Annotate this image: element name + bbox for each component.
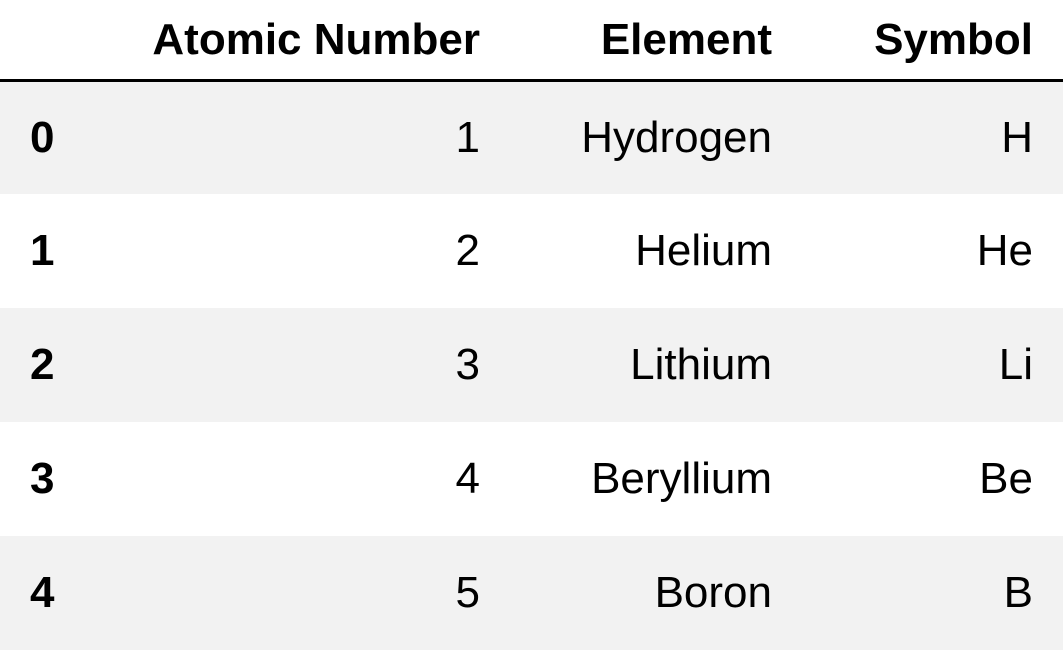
atomic-number-cell: 1 bbox=[455, 112, 480, 162]
table-row: 1 2 Helium He bbox=[0, 194, 1063, 308]
atomic-number-cell: 4 bbox=[455, 454, 480, 503]
element-cell: Helium bbox=[635, 226, 772, 275]
row-index: 4 bbox=[30, 568, 55, 617]
table-body: 0 1 Hydrogen H 1 2 Helium He 2 3 Lithium… bbox=[0, 80, 1063, 650]
header-row: Atomic Number Element Symbol bbox=[0, 0, 1063, 82]
element-cell: Boron bbox=[654, 568, 772, 617]
row-index: 1 bbox=[30, 226, 55, 275]
symbol-cell: Li bbox=[998, 340, 1033, 389]
element-cell: Lithium bbox=[630, 340, 772, 389]
symbol-cell: He bbox=[976, 226, 1033, 275]
table-row: 3 4 Beryllium Be bbox=[0, 422, 1063, 536]
element-cell: Hydrogen bbox=[581, 112, 772, 162]
column-header-symbol: Symbol bbox=[802, 0, 1063, 82]
atomic-number-cell: 3 bbox=[455, 340, 480, 389]
symbol-cell: H bbox=[1001, 112, 1033, 162]
column-header-atomic-number: Atomic Number bbox=[110, 0, 510, 82]
table-row: 4 5 Boron B bbox=[0, 536, 1063, 650]
symbol-cell: Be bbox=[979, 454, 1033, 503]
table-row: 0 1 Hydrogen H bbox=[0, 80, 1063, 194]
index-header-cell bbox=[0, 0, 110, 82]
column-header-element: Element bbox=[510, 0, 802, 82]
table-row: 2 3 Lithium Li bbox=[0, 308, 1063, 422]
atomic-number-cell: 5 bbox=[455, 568, 480, 617]
symbol-cell: B bbox=[1003, 568, 1033, 617]
row-index: 2 bbox=[30, 340, 55, 389]
row-index: 3 bbox=[30, 454, 55, 503]
element-cell: Beryllium bbox=[591, 454, 772, 503]
row-index: 0 bbox=[30, 112, 55, 162]
atomic-number-cell: 2 bbox=[455, 226, 480, 275]
table-header: Atomic Number Element Symbol bbox=[0, 0, 1063, 82]
